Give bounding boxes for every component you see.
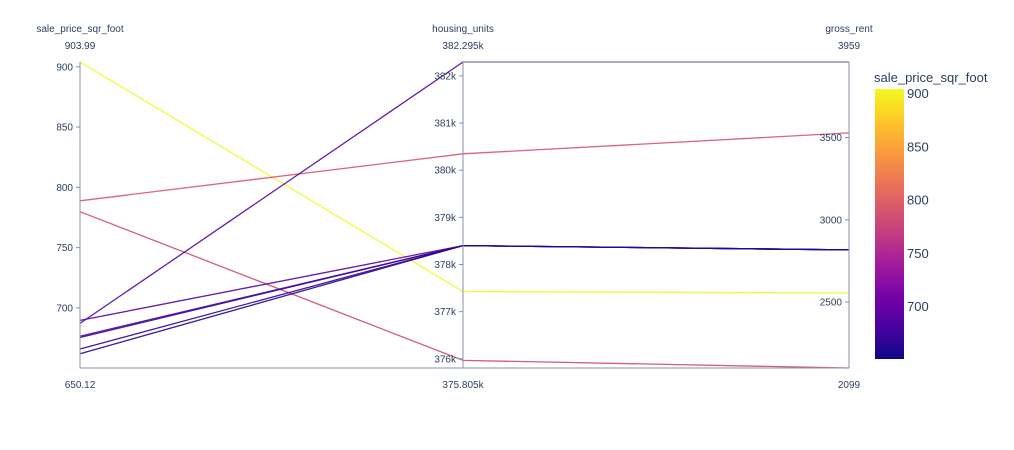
axis-min-label: 375.805k — [442, 380, 484, 391]
axis-title: sale_price_sqr_foot — [36, 24, 123, 35]
colorbar: sale_price_sqr_foot 700 750 800 850 900 — [874, 70, 988, 359]
colorbar-tick-label: 800 — [907, 193, 929, 208]
axis-tick-label: 2500 — [820, 298, 843, 309]
axis-tick-label: 700 — [56, 303, 73, 314]
colorbar-gradient — [875, 89, 904, 359]
axis-max-label: 382.295k — [442, 41, 484, 52]
colorbar-tick-label: 900 — [907, 86, 929, 101]
polylines-layer — [79, 61, 850, 369]
axis-tick-label: 3500 — [820, 133, 843, 144]
axis-min-label: 650.12 — [65, 380, 96, 391]
axis-tick-label: 376k — [434, 354, 457, 365]
axis-tick-label: 850 — [56, 123, 73, 134]
axis-tick-label: 377k — [434, 307, 457, 318]
axis-tick-label: 750 — [56, 243, 73, 254]
axes-layer: sale_price_sqr_foot 903.99 650.12 700 750 800… — [36, 24, 872, 391]
data-line-1[interactable] — [79, 61, 850, 294]
data-line-3[interactable] — [79, 211, 850, 369]
axis-tick-label: 800 — [56, 183, 73, 194]
axis-tick-label: 381k — [434, 119, 457, 130]
axis-max-label: 3959 — [838, 41, 861, 52]
axis-tick-label: 380k — [434, 166, 457, 177]
axis-tick-label: 382k — [434, 71, 457, 82]
data-line-4[interactable] — [79, 61, 849, 324]
data-line-2[interactable] — [79, 132, 850, 202]
colorbar-tick-label: 700 — [907, 299, 929, 314]
axis-tick-label: 378k — [434, 260, 457, 271]
colorbar-tick-label: 850 — [907, 139, 929, 154]
axis-title: housing_units — [432, 24, 494, 35]
axis-title: gross_rent — [825, 24, 872, 35]
data-line-9[interactable] — [79, 244, 850, 355]
axis-tick-label: 900 — [56, 62, 73, 73]
colorbar-tick-label: 750 — [907, 246, 929, 261]
axis-min-label: 2099 — [838, 380, 861, 391]
axis-tick-label: 3000 — [820, 215, 843, 226]
axis-tick-label: 379k — [434, 213, 457, 224]
colorbar-title: sale_price_sqr_foot — [874, 70, 988, 85]
axis-max-label: 903.99 — [65, 41, 96, 52]
